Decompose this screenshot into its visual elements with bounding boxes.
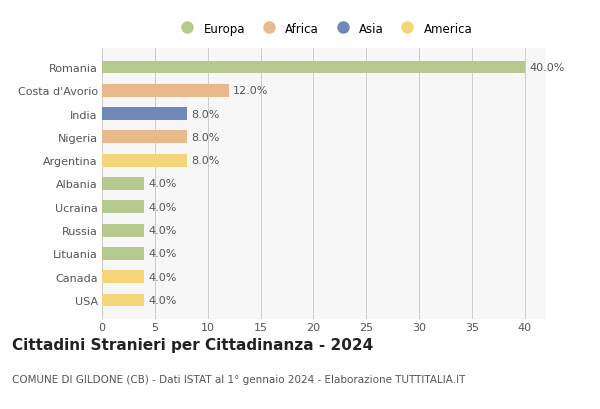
Bar (102, 131, 187, 144)
Text: 8.0%: 8.0% (191, 156, 219, 166)
Text: Cittadini Stranieri per Cittadinanza - 2024: Cittadini Stranieri per Cittadinanza - 2… (12, 337, 373, 353)
Bar (102, 108, 187, 121)
Text: 8.0%: 8.0% (191, 109, 219, 119)
Bar (102, 271, 144, 283)
Text: 8.0%: 8.0% (191, 133, 219, 142)
Bar (102, 85, 229, 97)
Text: 4.0%: 4.0% (149, 179, 177, 189)
Bar (102, 201, 144, 214)
Bar (102, 294, 144, 307)
Bar (102, 247, 144, 260)
Text: 4.0%: 4.0% (149, 295, 177, 306)
Legend: Europa, Africa, Asia, America: Europa, Africa, Asia, America (175, 22, 473, 36)
Text: 4.0%: 4.0% (149, 202, 177, 212)
Text: 12.0%: 12.0% (233, 86, 268, 96)
Bar (102, 154, 187, 167)
Text: 4.0%: 4.0% (149, 249, 177, 259)
Text: 40.0%: 40.0% (529, 63, 565, 73)
Bar (102, 61, 525, 74)
Text: 4.0%: 4.0% (149, 226, 177, 236)
Text: COMUNE DI GILDONE (CB) - Dati ISTAT al 1° gennaio 2024 - Elaborazione TUTTITALIA: COMUNE DI GILDONE (CB) - Dati ISTAT al 1… (12, 374, 466, 384)
Text: 4.0%: 4.0% (149, 272, 177, 282)
Bar (102, 178, 144, 191)
Bar (102, 224, 144, 237)
